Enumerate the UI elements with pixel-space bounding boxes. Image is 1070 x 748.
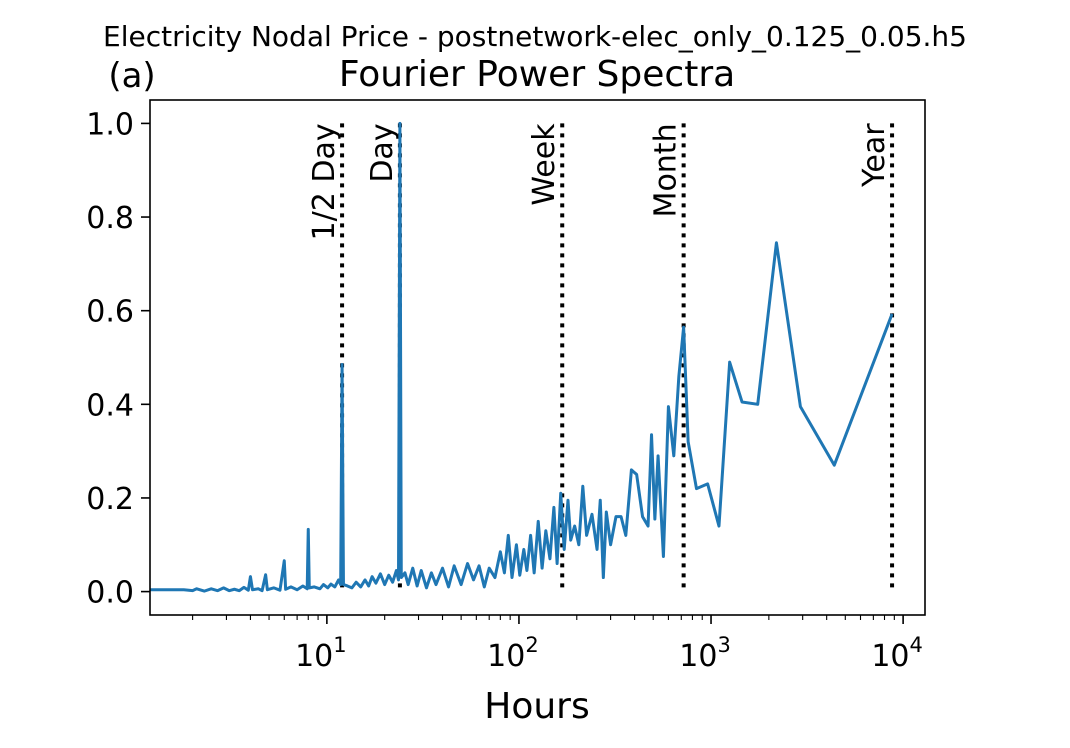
y-tick-label: 1.0 (86, 107, 134, 142)
figure-suptitle: Electricity Nodal Price - postnetwork-el… (103, 20, 967, 53)
y-tick-label: 0.2 (86, 482, 134, 517)
reference-lines: 1/2 Day Day Week Month Year (307, 123, 895, 592)
reference-line-label: 1/2 Day (307, 123, 342, 240)
panel-label: (a) (108, 56, 155, 96)
reference-line-label: Day (365, 123, 400, 182)
reference-line-label: Year (857, 123, 892, 188)
reference-line-label: Week (527, 123, 562, 206)
x-tick-label: 103 (679, 633, 731, 674)
y-tick-label: 0.8 (86, 201, 134, 236)
x-axis: 101 102 103 104 (192, 615, 923, 674)
y-tick-label: 0.0 (86, 576, 134, 611)
x-tick-label: 102 (487, 633, 539, 674)
reference-line-label: Month (649, 123, 684, 217)
series-line (150, 121, 894, 593)
x-axis-label: Hours (484, 686, 589, 727)
y-tick-label: 0.6 (86, 295, 134, 330)
x-tick-label: 101 (295, 633, 347, 674)
plot-area: 1/2 Day Day Week Month Year (150, 121, 895, 593)
x-tick-label: 104 (871, 633, 923, 674)
chart-title: Fourier Power Spectra (339, 54, 735, 95)
y-axis: 0.0 0.2 0.4 0.6 0.8 1.0 (86, 107, 150, 611)
series-layer (150, 121, 894, 593)
y-tick-label: 0.4 (86, 388, 134, 423)
plot-frame (149, 99, 926, 616)
